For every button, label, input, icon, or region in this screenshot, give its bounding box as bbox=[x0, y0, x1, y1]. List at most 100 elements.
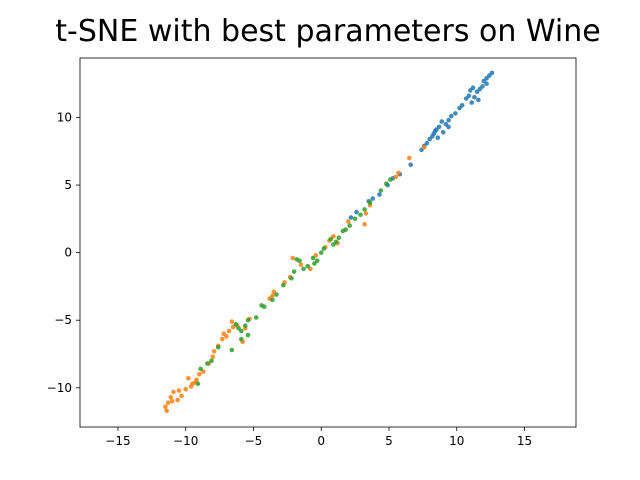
x-tick-label: 15 bbox=[517, 434, 532, 448]
data-point-series-2 bbox=[188, 384, 194, 389]
y-tick-label: −10 bbox=[47, 381, 72, 395]
data-point-series-3 bbox=[343, 227, 348, 232]
data-point-series-3 bbox=[245, 317, 251, 323]
data-point-series-2 bbox=[211, 349, 217, 354]
data-point-series-1 bbox=[348, 215, 354, 220]
data-point-series-2 bbox=[226, 328, 232, 334]
data-point-series-1 bbox=[427, 136, 432, 142]
data-point-series-3 bbox=[310, 255, 316, 261]
data-point-series-2 bbox=[393, 174, 399, 180]
data-point-series-3 bbox=[236, 326, 241, 331]
data-point-series-2 bbox=[346, 219, 351, 224]
data-point-series-3 bbox=[274, 292, 279, 297]
data-point-series-2 bbox=[171, 389, 176, 395]
data-point-series-3 bbox=[336, 235, 342, 241]
x-tick-label: −10 bbox=[173, 434, 198, 448]
data-point-series-3 bbox=[362, 207, 367, 212]
data-point-series-2 bbox=[407, 155, 412, 161]
y-tick-label: 10 bbox=[57, 110, 72, 124]
data-point-series-1 bbox=[463, 96, 469, 101]
axes: −15 −10 −5 0 5 10 15 −10 −5 0 5 10 bbox=[47, 110, 532, 448]
data-point-series-1 bbox=[440, 130, 446, 135]
y-tick-label: −5 bbox=[54, 313, 72, 327]
data-point-series-3 bbox=[314, 258, 320, 264]
data-point-series-2 bbox=[169, 399, 175, 404]
data-point-series-1 bbox=[468, 88, 473, 93]
data-point-series-1 bbox=[370, 196, 376, 201]
data-point-series-1 bbox=[432, 128, 438, 134]
x-tick-label: 0 bbox=[317, 434, 325, 448]
plot-frame bbox=[79, 57, 577, 428]
data-point-series-1 bbox=[377, 192, 382, 197]
data-point-series-3 bbox=[388, 177, 393, 182]
data-point-series-2 bbox=[163, 404, 168, 410]
data-point-series-2 bbox=[176, 388, 182, 393]
x-tick-label: 10 bbox=[449, 434, 464, 448]
data-point-series-3 bbox=[321, 246, 327, 251]
data-point-series-1 bbox=[408, 162, 414, 168]
data-point-series-1 bbox=[476, 97, 481, 103]
data-point-series-1 bbox=[472, 94, 477, 100]
data-point-series-2 bbox=[165, 400, 171, 406]
data-point-series-1 bbox=[469, 100, 475, 105]
data-point-series-1 bbox=[435, 135, 441, 140]
data-point-series-3 bbox=[331, 242, 336, 247]
data-point-series-1 bbox=[446, 124, 451, 130]
data-point-series-1 bbox=[446, 117, 451, 123]
data-point-series-2 bbox=[164, 408, 169, 414]
data-point-series-3 bbox=[253, 315, 259, 320]
data-point-series-3 bbox=[229, 347, 235, 353]
chart-title: t-SNE with best parameters on Wine bbox=[55, 14, 601, 49]
data-point-series-3 bbox=[294, 257, 300, 262]
data-point-series-1 bbox=[484, 81, 489, 86]
data-point-series-3 bbox=[367, 200, 373, 205]
data-point-series-3 bbox=[259, 303, 264, 308]
data-point-series-3 bbox=[245, 332, 251, 338]
data-point-series-3 bbox=[328, 236, 334, 242]
data-point-series-3 bbox=[347, 223, 353, 228]
data-point-series-1 bbox=[449, 113, 454, 119]
data-point-series-2 bbox=[229, 319, 235, 324]
data-point-series-2 bbox=[290, 255, 296, 261]
data-point-series-2 bbox=[210, 354, 216, 360]
y-tick-label: 0 bbox=[64, 246, 72, 260]
data-point-series-3 bbox=[378, 188, 384, 193]
data-point-series-2 bbox=[363, 211, 369, 216]
data-point-series-3 bbox=[205, 361, 210, 366]
data-point-series-2 bbox=[175, 397, 180, 403]
data-point-series-3 bbox=[289, 276, 294, 281]
data-point-series-3 bbox=[291, 269, 297, 274]
data-point-series-3 bbox=[281, 282, 286, 288]
data-point-series-3 bbox=[215, 345, 221, 350]
data-point-series-3 bbox=[352, 216, 358, 222]
data-point-series-3 bbox=[301, 266, 306, 272]
data-point-series-2 bbox=[362, 222, 367, 227]
data-point-series-3 bbox=[384, 181, 389, 186]
data-points bbox=[163, 70, 495, 414]
x-tick-label: 5 bbox=[385, 434, 393, 448]
data-point-series-1 bbox=[474, 89, 480, 95]
axes-frame bbox=[79, 57, 577, 428]
data-point-series-3 bbox=[270, 297, 275, 303]
data-point-series-3 bbox=[305, 263, 311, 269]
data-point-series-3 bbox=[198, 366, 203, 372]
y-tick-label: 5 bbox=[64, 178, 72, 192]
data-point-series-3 bbox=[358, 212, 363, 218]
data-point-series-2 bbox=[179, 393, 184, 399]
data-point-series-2 bbox=[270, 293, 275, 299]
data-point-series-1 bbox=[453, 111, 458, 116]
data-point-series-1 bbox=[354, 209, 359, 215]
data-point-series-2 bbox=[220, 336, 225, 342]
data-point-series-2 bbox=[298, 262, 304, 268]
data-point-series-3 bbox=[195, 381, 201, 387]
data-point-series-2 bbox=[421, 144, 427, 150]
data-point-series-3 bbox=[239, 336, 244, 342]
x-tick-label: −5 bbox=[245, 434, 263, 448]
data-point-series-2 bbox=[221, 331, 226, 337]
data-point-series-1 bbox=[439, 119, 445, 124]
data-point-series-1 bbox=[457, 105, 462, 111]
data-point-series-3 bbox=[312, 261, 317, 266]
data-point-series-3 bbox=[209, 358, 214, 364]
